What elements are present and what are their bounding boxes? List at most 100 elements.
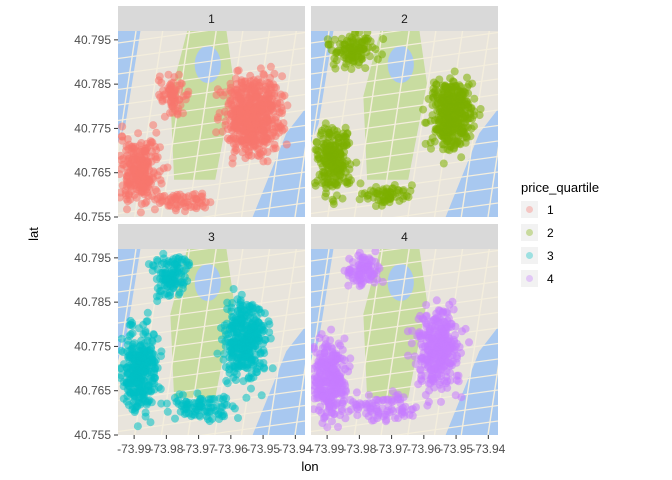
data-point xyxy=(163,407,172,416)
data-point xyxy=(118,334,126,343)
y-tick-label: 40.755 xyxy=(74,210,111,224)
data-point xyxy=(254,305,263,314)
facet-strip xyxy=(118,224,305,249)
data-point xyxy=(256,349,265,358)
data-point xyxy=(326,139,335,147)
data-point xyxy=(325,401,334,410)
data-point xyxy=(454,371,463,380)
data-point xyxy=(439,159,448,168)
data-point xyxy=(125,382,134,391)
data-point xyxy=(445,314,453,323)
data-point xyxy=(278,72,287,81)
data-point xyxy=(445,95,454,104)
data-point xyxy=(339,53,348,62)
data-point xyxy=(174,396,183,405)
data-point xyxy=(221,337,230,346)
data-point xyxy=(148,147,156,156)
data-point xyxy=(229,285,238,293)
data-point xyxy=(407,339,416,348)
data-point xyxy=(371,395,380,404)
data-point xyxy=(183,90,192,99)
data-point xyxy=(443,357,452,366)
river xyxy=(445,109,498,217)
data-point xyxy=(340,334,349,343)
x-tick-label: -73.98 xyxy=(149,442,183,456)
legend-key xyxy=(521,201,538,218)
reservoir xyxy=(387,263,414,302)
data-point xyxy=(282,140,291,149)
data-point xyxy=(351,31,359,38)
data-point xyxy=(249,314,258,323)
data-point xyxy=(457,126,465,135)
data-point xyxy=(137,154,146,163)
data-point xyxy=(153,153,162,162)
data-point xyxy=(331,401,340,410)
data-point xyxy=(342,138,351,147)
data-point xyxy=(151,364,160,373)
data-point xyxy=(430,374,439,383)
data-point xyxy=(353,271,362,280)
data-point xyxy=(451,118,459,127)
data-point xyxy=(372,266,381,275)
data-point xyxy=(399,191,408,200)
data-point xyxy=(229,336,238,345)
data-point xyxy=(329,410,338,419)
facet-strip-label: 1 xyxy=(208,12,215,26)
data-point xyxy=(354,251,363,260)
data-point xyxy=(135,168,144,177)
data-point xyxy=(465,338,473,347)
data-point xyxy=(195,398,204,407)
data-point xyxy=(322,152,331,161)
data-point xyxy=(169,78,178,87)
data-point xyxy=(119,378,128,386)
data-point xyxy=(424,94,433,103)
data-point xyxy=(348,53,357,62)
data-point xyxy=(262,112,271,120)
data-point xyxy=(431,125,440,133)
data-point xyxy=(237,78,246,87)
x-tick-label: -73.99 xyxy=(310,442,344,456)
data-point xyxy=(201,198,210,207)
data-point xyxy=(370,278,379,287)
data-point xyxy=(139,320,148,329)
data-point xyxy=(450,67,459,76)
data-point xyxy=(416,355,425,364)
facet-panel-1: 1 xyxy=(118,6,305,217)
data-point xyxy=(129,388,138,396)
y-axis: 40.755 40.765 40.775 40.785 40.795 40.755 40.7… xyxy=(74,33,118,442)
x-tick-label: -73.95 xyxy=(246,442,280,456)
data-point xyxy=(430,324,439,333)
data-point xyxy=(271,115,280,124)
x-tick-label: -73.96 xyxy=(407,442,441,456)
data-point xyxy=(143,308,152,317)
data-point xyxy=(433,313,442,322)
legend-symbol xyxy=(526,275,533,282)
data-point xyxy=(226,96,235,105)
data-point xyxy=(329,200,338,209)
data-point xyxy=(198,189,207,198)
data-point xyxy=(163,163,172,172)
data-point xyxy=(365,52,374,61)
data-point xyxy=(124,336,132,345)
data-point xyxy=(425,334,433,343)
data-point xyxy=(166,280,175,288)
data-point xyxy=(464,100,473,109)
data-point xyxy=(396,399,405,407)
data-point xyxy=(356,179,365,188)
data-point xyxy=(321,119,330,128)
data-point xyxy=(408,411,417,420)
data-point xyxy=(404,351,412,360)
data-point xyxy=(203,415,212,424)
data-point xyxy=(228,159,237,168)
y-tick-label: 40.795 xyxy=(74,33,111,47)
data-point xyxy=(319,377,327,386)
data-point xyxy=(445,146,454,155)
reservoir xyxy=(194,263,221,302)
data-point xyxy=(457,153,466,162)
data-point xyxy=(355,195,364,204)
data-point xyxy=(156,176,165,185)
data-point xyxy=(407,405,416,414)
data-point xyxy=(410,352,419,361)
data-point xyxy=(419,105,428,114)
data-point xyxy=(278,106,287,115)
